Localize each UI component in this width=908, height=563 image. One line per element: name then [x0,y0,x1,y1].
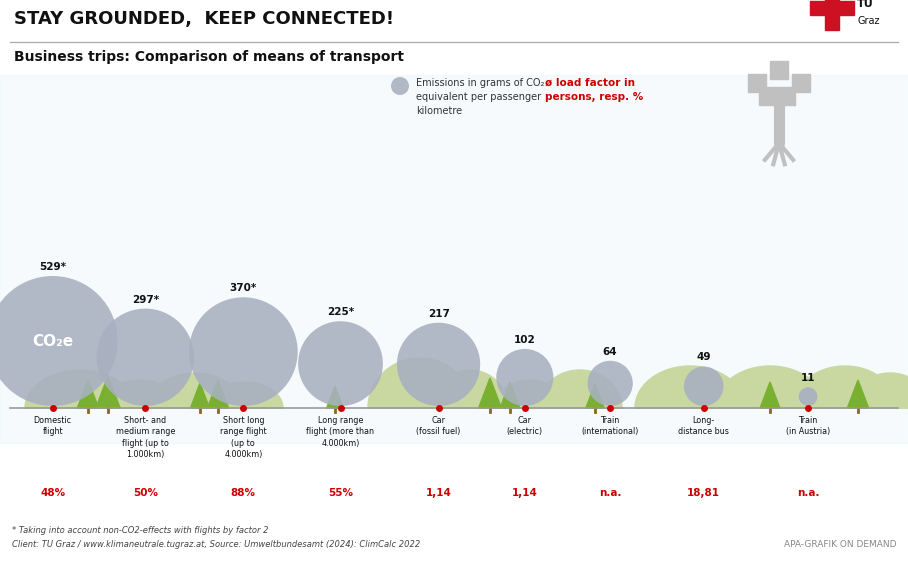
Text: 297*: 297* [132,294,159,305]
Text: 529*: 529* [39,262,66,272]
Polygon shape [760,382,780,408]
Circle shape [298,321,383,406]
Polygon shape [368,358,472,408]
Text: 370*: 370* [230,283,257,293]
Text: Car
(fossil fuel): Car (fossil fuel) [417,416,460,436]
Polygon shape [500,382,520,408]
Text: n.a.: n.a. [797,488,819,498]
Circle shape [587,361,633,406]
Text: Short long
range flight
(up to
4.000km): Short long range flight (up to 4.000km) [220,416,267,459]
Polygon shape [147,373,243,408]
Text: Long range
flight (more than
4.000km): Long range flight (more than 4.000km) [307,416,374,448]
Polygon shape [25,370,135,408]
Text: ø load factor in
persons, resp. %: ø load factor in persons, resp. % [545,78,643,102]
Text: 1,14: 1,14 [426,488,451,498]
Polygon shape [715,366,825,408]
Text: 50%: 50% [133,488,158,498]
Polygon shape [207,380,229,408]
Text: 48%: 48% [40,488,65,498]
Polygon shape [586,384,604,408]
Bar [770,61,788,79]
Text: STAY GROUNDED,  KEEP CONNECTED!: STAY GROUNDED, KEEP CONNECTED! [14,10,394,28]
Text: Graz: Graz [857,16,880,25]
Polygon shape [207,382,283,408]
Text: 11: 11 [801,373,815,383]
Polygon shape [100,380,180,408]
Bar [759,87,777,105]
Bar [825,0,839,30]
Polygon shape [96,376,120,408]
Text: Client: TU Graz / www.klimaneutrale.tugraz.at, Source: Umweltbundesamt (2024): C: Client: TU Graz / www.klimaneutrale.tugr… [12,540,420,549]
Text: 217: 217 [428,309,449,319]
Polygon shape [327,386,343,408]
Circle shape [799,387,817,406]
Text: 49: 49 [696,352,711,363]
Text: CO₂e: CO₂e [32,333,74,348]
Bar [748,74,766,92]
Text: Short- and
medium range
flight (up to
1.000km): Short- and medium range flight (up to 1.… [115,416,175,459]
Text: Train
(international): Train (international) [581,416,639,436]
Circle shape [0,276,118,406]
Polygon shape [191,383,210,408]
Circle shape [189,297,298,406]
Text: n.a.: n.a. [599,488,621,498]
Text: Business trips: Comparison of means of transport: Business trips: Comparison of means of t… [14,50,404,64]
Text: Long-
distance bus: Long- distance bus [678,416,729,436]
Circle shape [96,309,194,406]
Text: APA-GRAFIK ON DEMAND: APA-GRAFIK ON DEMAND [784,540,896,549]
Polygon shape [635,366,745,408]
Polygon shape [495,380,565,408]
Polygon shape [432,370,508,408]
Text: 64: 64 [603,347,617,357]
Polygon shape [479,378,501,408]
Circle shape [684,367,724,406]
Text: 225*: 225* [327,307,354,317]
Text: * Taking into account non-CO2-effects with flights by factor 2: * Taking into account non-CO2-effects wi… [12,526,269,535]
Circle shape [391,77,409,95]
Bar [792,74,810,92]
Circle shape [397,323,480,406]
Text: TU: TU [857,0,874,9]
Text: Domestic
flight: Domestic flight [34,416,72,436]
Circle shape [497,349,553,406]
Bar [0,75,908,443]
Text: Train
(in Austria): Train (in Austria) [786,416,830,436]
Text: 1,14: 1,14 [512,488,538,498]
Bar [810,1,854,15]
Text: Car
(electric): Car (electric) [507,416,543,436]
Text: 18,81: 18,81 [687,488,720,498]
Text: Emissions in grams of CO₂
equivalent per passenger
kilometre: Emissions in grams of CO₂ equivalent per… [416,78,545,116]
Text: 88%: 88% [231,488,256,498]
Text: 55%: 55% [328,488,353,498]
Polygon shape [850,373,908,408]
Bar [777,87,795,105]
Polygon shape [793,366,897,408]
Polygon shape [847,380,869,408]
Text: 102: 102 [514,335,536,345]
Polygon shape [538,370,622,408]
Polygon shape [77,380,99,408]
